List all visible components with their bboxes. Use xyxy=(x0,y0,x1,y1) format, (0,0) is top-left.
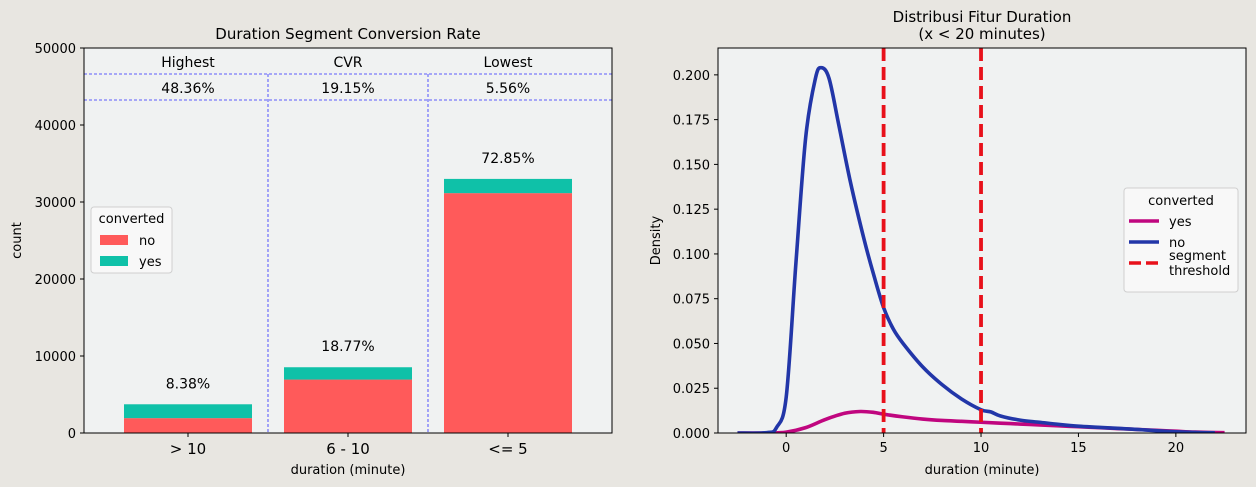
table-value: 5.56% xyxy=(486,81,530,97)
legend-title: converted xyxy=(1148,194,1214,209)
bar-yes xyxy=(124,404,252,419)
table-header: CVR xyxy=(333,55,362,71)
table-value: 48.36% xyxy=(161,81,214,97)
y-axis-label: Density xyxy=(649,215,664,265)
y-tick-label: 40000 xyxy=(35,119,76,134)
x-tick-label: 10 xyxy=(973,441,990,456)
legend-swatch-yes xyxy=(100,256,128,266)
x-tick-label: <= 5 xyxy=(488,440,527,458)
bar-yes xyxy=(284,367,412,380)
legend-entry: threshold xyxy=(1169,264,1230,279)
y-tick-label: 0.075 xyxy=(673,293,710,308)
y-tick-label: 30000 xyxy=(35,196,76,211)
y-tick-label: 0.025 xyxy=(673,382,710,397)
bar-chart: Highest 48.36% CVR 19.15% Lowest 5.56% 8.38% 18… xyxy=(10,25,613,478)
bar-label: 18.77% xyxy=(321,339,374,355)
bar-label: 8.38% xyxy=(166,376,210,392)
x-axis-label: duration (minute) xyxy=(291,463,406,478)
chart-title: Distribusi Fitur Duration xyxy=(893,8,1072,26)
legend-entry: yes xyxy=(139,255,162,270)
y-tick-label: 10000 xyxy=(35,350,76,365)
bar-no xyxy=(124,418,252,433)
chart-title: Duration Segment Conversion Rate xyxy=(215,25,480,43)
legend-entry: segment xyxy=(1169,249,1226,264)
bar-yes xyxy=(444,178,572,194)
y-tick-label: 0.175 xyxy=(673,114,710,129)
y-tick-label: 0.125 xyxy=(673,203,710,218)
bar-no xyxy=(284,379,412,433)
y-tick-label: 0.000 xyxy=(673,427,710,442)
y-axis-label: count xyxy=(10,222,25,259)
density-line-no xyxy=(737,65,1215,433)
x-axis-label: duration (minute) xyxy=(925,463,1040,478)
legend-title: converted xyxy=(99,212,165,227)
bar-label: 72.85% xyxy=(481,151,534,167)
y-tick-label: 0.100 xyxy=(673,248,710,263)
y-tick-label: 0.200 xyxy=(673,69,710,84)
legend-entry: no xyxy=(139,234,155,249)
legend-swatch-no xyxy=(100,235,128,245)
x-tick-label: 0 xyxy=(782,441,790,456)
table-value: 19.15% xyxy=(321,81,374,97)
x-tick-label: 5 xyxy=(879,441,887,456)
table-header: Highest xyxy=(161,55,215,71)
y-tick-label: 0.150 xyxy=(673,158,710,173)
legend-box xyxy=(1123,187,1239,293)
x-tick-label: > 10 xyxy=(170,440,206,458)
y-tick-label: 0 xyxy=(68,427,76,442)
chart-title: (x < 20 minutes) xyxy=(918,25,1045,43)
plot-frame xyxy=(717,47,1247,434)
y-tick-label: 20000 xyxy=(35,273,76,288)
density-chart: 0.000 0.025 0.050 0.075 0.100 0.125 0.150 0.175… xyxy=(649,8,1247,478)
y-tick-label: 50000 xyxy=(35,42,76,57)
x-tick-label: 6 - 10 xyxy=(326,440,370,458)
legend-entry: no xyxy=(1169,236,1185,251)
x-tick-label: 20 xyxy=(1168,441,1185,456)
bar-no xyxy=(444,193,572,433)
table-header: Lowest xyxy=(484,55,533,71)
legend-entry: yes xyxy=(1169,215,1192,230)
x-tick-label: 15 xyxy=(1070,441,1087,456)
y-tick-label: 0.050 xyxy=(673,337,710,352)
